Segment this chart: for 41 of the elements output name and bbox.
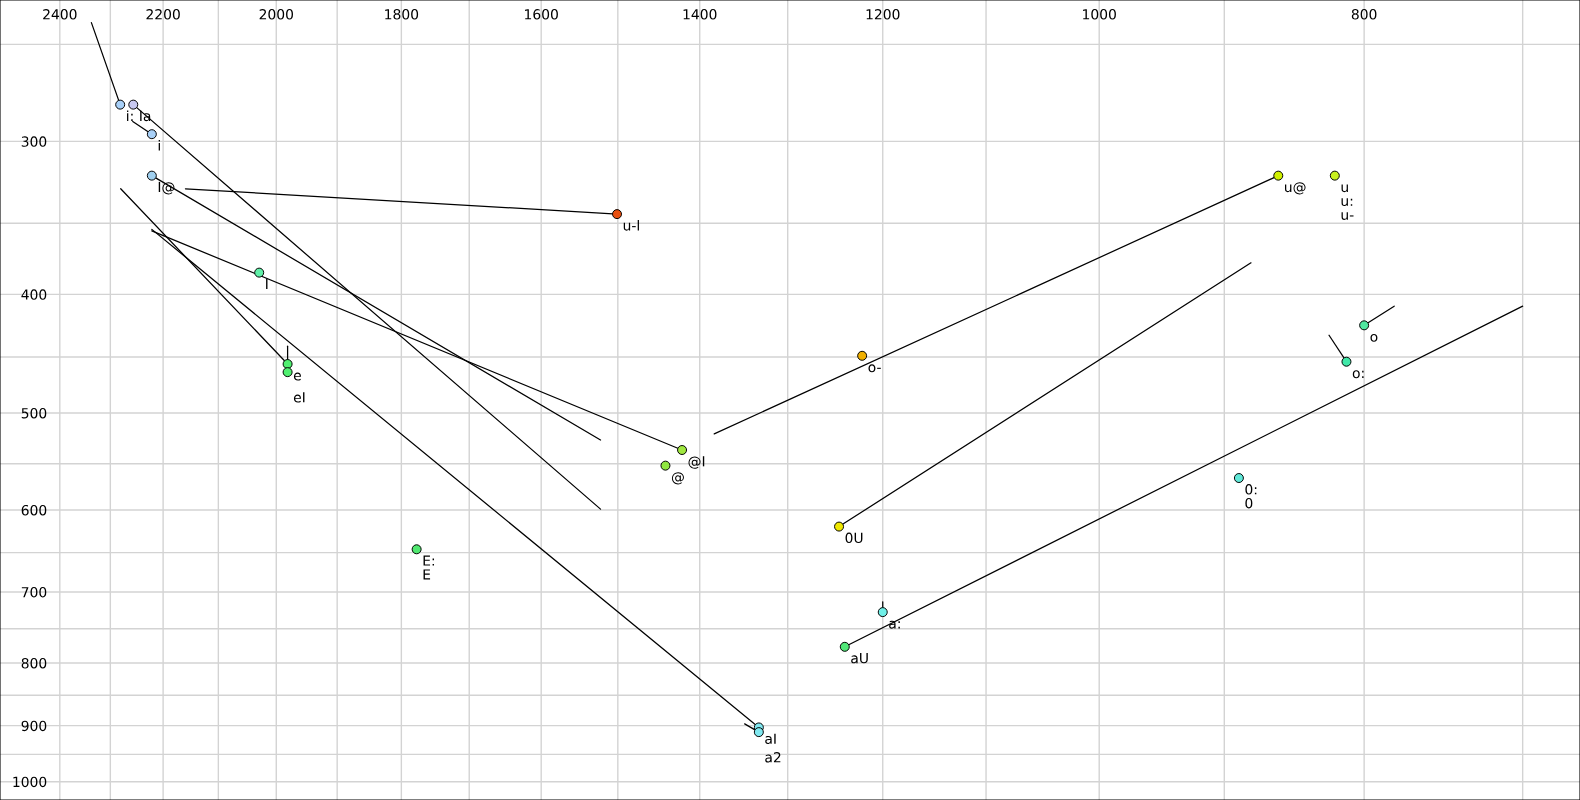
annotation: u@ — [1285, 182, 1306, 195]
x-tick-label: 1800 — [385, 9, 419, 20]
annotation: eI — [293, 392, 305, 403]
annotation: aI — [765, 733, 776, 744]
annotation: u — [1341, 184, 1348, 193]
y-tick-label: 400 — [21, 289, 47, 300]
x-tick-label: 800 — [1351, 9, 1377, 20]
annotation: 0U — [845, 532, 863, 544]
annotation: u-l — [623, 219, 639, 231]
annotation: o- — [868, 364, 881, 373]
annotation: E — [423, 569, 431, 580]
annotation: o — [1370, 333, 1378, 342]
annotation: @ — [671, 472, 684, 485]
annotation: @I — [688, 456, 705, 469]
annotation: u: — [1341, 198, 1353, 207]
x-tick-label: 2200 — [146, 9, 180, 20]
annotation: o: — [1352, 370, 1364, 379]
x-tick-label: 2000 — [259, 9, 294, 20]
annotation: E: — [423, 555, 435, 566]
y-tick-label: 300 — [21, 136, 47, 147]
x-tick-label: 1000 — [1083, 9, 1116, 20]
annotation: e — [293, 372, 301, 381]
annotation: a2 — [765, 752, 781, 763]
annotation: I — [266, 278, 268, 289]
y-tick-label: 700 — [21, 586, 47, 598]
annotation: u- — [1341, 211, 1354, 220]
y-tick-label: 900 — [21, 720, 47, 732]
annotation: 0: — [1245, 484, 1257, 495]
annotation: 0 — [1245, 497, 1253, 509]
y-tick-label: 1000 — [13, 776, 47, 788]
x-tick-label: 1200 — [866, 9, 900, 20]
y-tick-label: 600 — [21, 504, 47, 516]
annotation: i — [158, 139, 160, 151]
x-tick-label: 2400 — [43, 9, 77, 20]
x-tick-label: 1400 — [683, 9, 717, 20]
annotation: a: — [889, 620, 900, 629]
annotation: i: — [127, 110, 133, 121]
y-tick-label: 500 — [21, 407, 47, 419]
x-tick-label: 1600 — [525, 9, 558, 20]
y-tick-label: 800 — [21, 657, 47, 669]
annotation: aU — [851, 653, 868, 664]
